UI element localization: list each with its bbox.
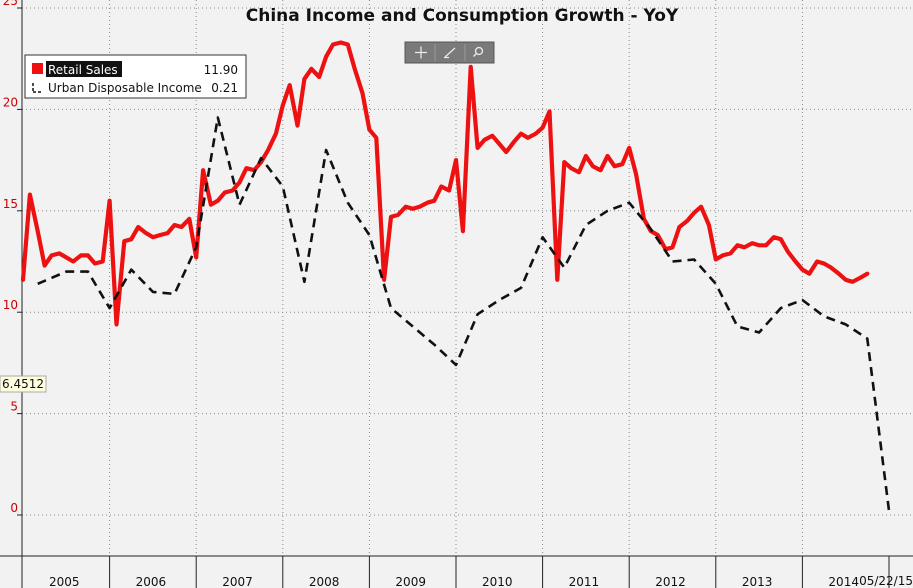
x-tick-label: 2012 (655, 575, 686, 588)
y-tick-label: 20 (3, 95, 18, 109)
y-tick-label: 10 (3, 298, 18, 312)
x-tick-label: 2007 (222, 575, 253, 588)
x-tick-label: 2010 (482, 575, 513, 588)
y-tick-label: 25 (3, 0, 18, 8)
y-axis-ticks: 0 5 10 15 20 25 (3, 0, 22, 516)
y-tick-label: 0 (10, 501, 18, 515)
y-tick-label: 5 (10, 400, 18, 414)
x-tick-label: 2006 (136, 575, 167, 588)
magnifier-icon (473, 46, 484, 57)
series-urban-income-line (37, 116, 891, 511)
x-tick-label: 2014 (828, 575, 859, 588)
chart-toolbar (404, 41, 495, 64)
pan-button[interactable] (407, 44, 434, 61)
year-dividers (109, 556, 890, 588)
legend-label-urban-income: Urban Disposable Income (48, 81, 202, 95)
legend-swatch-retail-sales (32, 63, 43, 74)
legend-value-urban-income: 0.21 (211, 81, 238, 95)
draw-line-button[interactable] (436, 44, 464, 61)
legend-swatch-urban-income (32, 83, 41, 93)
zoom-button[interactable] (466, 44, 492, 61)
legend-value-retail-sales: 11.90 (204, 63, 238, 77)
x-tick-label: 2008 (309, 575, 340, 588)
draw-line-icon (444, 47, 456, 59)
y-tick-label: 15 (3, 197, 18, 211)
legend: Retail Sales 11.90 Urban Disposable Inco… (24, 54, 247, 99)
legend-label-retail-sales: Retail Sales (48, 63, 118, 77)
x-tick-label: 2013 (742, 575, 773, 588)
crosshair-readout-box (0, 375, 47, 393)
last-date-label: 05/22/15 (859, 574, 913, 588)
x-tick-label: 2011 (569, 575, 600, 588)
x-tick-label: 2009 (395, 575, 426, 588)
x-tick-label: 2005 (49, 575, 80, 588)
legend-highlight (46, 61, 122, 77)
crosshair-readout: 6.4512 (0, 375, 47, 393)
chart-title: China Income and Consumption Growth - Yo… (246, 6, 679, 26)
series-retail-sales-line (20, 40, 870, 327)
x-axis-ticks: 2005 2006 2007 2008 2009 2010 2011 2012 2013 2014 (49, 575, 859, 588)
move-icon (415, 46, 427, 59)
series-layer (20, 40, 891, 511)
crosshair-readout-value: 6.4512 (2, 377, 44, 391)
